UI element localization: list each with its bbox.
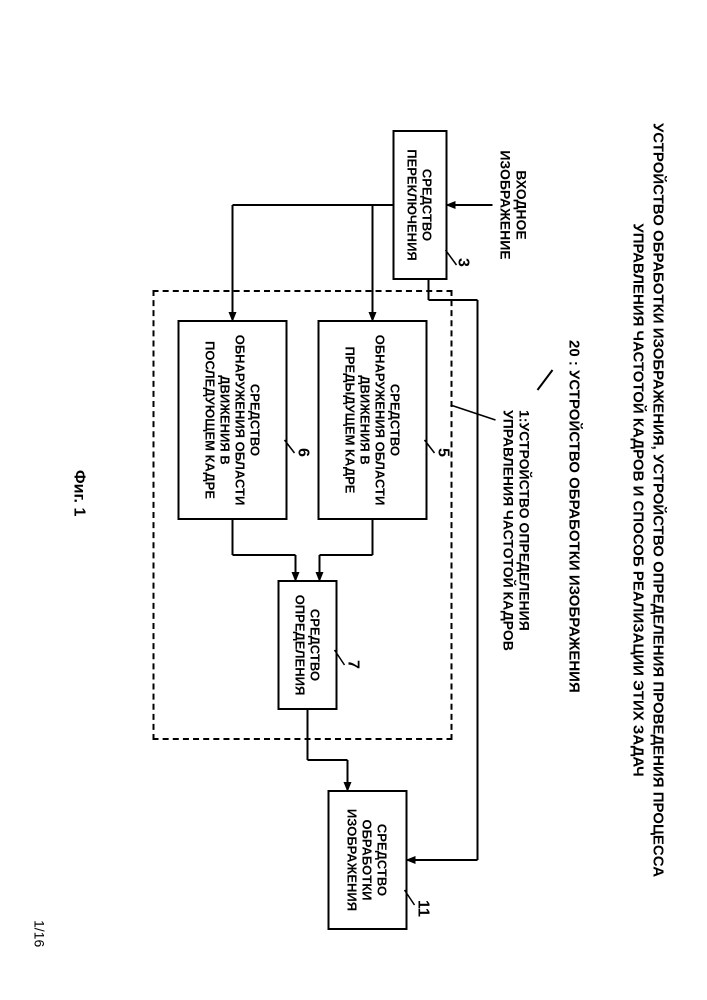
box-switch: СРЕДСТВО ПЕРЕКЛЮЧЕНИЯ (392, 130, 447, 280)
box-prev-frame-text: СРЕДСТВО ОБНАРУЖЕНИЯ ОБЛАСТИ ДВИЖЕНИЯ В … (342, 335, 402, 506)
label-input-image: ВХОДНОЕ ИЗОБРАЖЕНИЕ (497, 130, 529, 280)
box-determine-text: СРЕДСТВО ОПРЕДЕЛЕНИЯ (292, 595, 322, 696)
tick-1 (450, 405, 495, 420)
box-next-frame-text: СРЕДСТВО ОБНАРУЖЕНИЯ ОБЛАСТИ ДВИЖЕНИЯ В … (202, 335, 262, 506)
box-next-frame-detect: СРЕДСТВО ОБНАРУЖЕНИЯ ОБЛАСТИ ДВИЖЕНИЯ В … (177, 320, 287, 520)
edge-e-20tick (537, 370, 552, 390)
label-dev1: 1:УСТРОЙСТВО ОПРЕДЕЛЕНИЯ УПРАВЛЕНИЯ ЧАСТ… (500, 410, 532, 710)
num-3: 3 (453, 258, 471, 267)
box-image-process-text: СРЕДСТВО ОБРАБОТКИ ИЗОБРАЖЕНИЯ (345, 809, 390, 911)
title-line-1: УСТРОЙСТВО ОБРАБОТКИ ИЗОБРАЖЕНИЯ, УСТРОЙ… (649, 123, 666, 877)
box-image-process: СРЕДСТВО ОБРАБОТКИ ИЗОБРАЖЕНИЯ (327, 790, 407, 930)
page-title: УСТРОЙСТВО ОБРАБОТКИ ИЗОБРАЖЕНИЯ, УСТРОЙ… (627, 60, 668, 940)
box-switch-text: СРЕДСТВО ПЕРЕКЛЮЧЕНИЯ (405, 149, 435, 261)
diagram-canvas: УСТРОЙСТВО ОБРАБОТКИ ИЗОБРАЖЕНИЯ, УСТРОЙ… (0, 0, 707, 1000)
num-11: 11 (413, 900, 431, 917)
figure-label: Фиг. 1 (69, 470, 87, 516)
box-prev-frame-detect: СРЕДСТВО ОБНАРУЖЕНИЯ ОБЛАСТИ ДВИЖЕНИЯ В … (317, 320, 427, 520)
box-determine: СРЕДСТВО ОПРЕДЕЛЕНИЯ (277, 580, 337, 710)
label-dev20: 20 : УСТРОЙСТВО ОБРАБОТКИ ИЗОБРАЖЕНИЯ (565, 340, 582, 760)
title-line-2: УПРАВЛЕНИЯ ЧАСТОТОЙ КАДРОВ И СПОСОБ РЕАЛ… (629, 223, 646, 776)
page-number: 1/16 (31, 920, 47, 947)
